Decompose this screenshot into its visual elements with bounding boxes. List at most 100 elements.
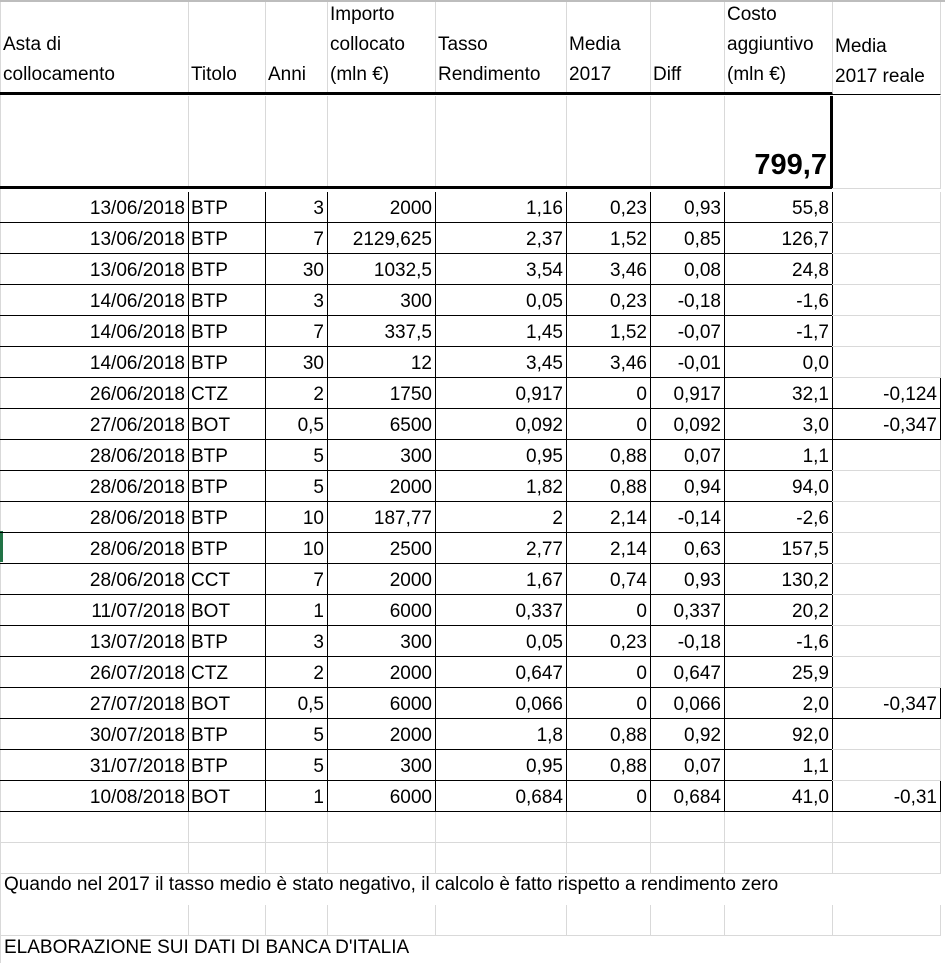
cell-titolo[interactable]: CCT [188,564,266,595]
empty-cell[interactable] [265,905,328,936]
cell-tasso[interactable]: 0,95 [435,750,567,781]
cell-costo[interactable]: 92,0 [724,719,833,750]
cell-media-2017[interactable]: 0 [566,378,651,409]
cell-diff[interactable]: 0,337 [650,595,725,626]
cell-asta[interactable]: 30/07/2018 [0,719,189,750]
cell-asta[interactable]: 28/06/2018 [0,533,189,564]
cell-anni[interactable]: 7 [265,564,328,595]
cell-tasso[interactable]: 0,647 [435,657,567,688]
empty-cell[interactable] [327,96,436,189]
cell-costo[interactable]: 20,2 [724,595,833,626]
empty-cell[interactable] [724,905,833,936]
cell-titolo[interactable]: BTP [188,719,266,750]
cell-costo[interactable]: 157,5 [724,533,833,564]
cell-importo[interactable]: 6000 [327,688,436,719]
cell-media-2017[interactable]: 0,88 [566,750,651,781]
cell-diff[interactable]: 0,647 [650,657,725,688]
cell-asta[interactable]: 14/06/2018 [0,316,189,347]
cell-media-2017[interactable]: 1,52 [566,316,651,347]
cell-diff[interactable]: -0,14 [650,502,725,533]
cell-importo[interactable]: 2000 [327,564,436,595]
cell-tasso[interactable]: 2,37 [435,223,567,254]
cell-media-2017[interactable]: 0 [566,688,651,719]
empty-cell[interactable] [650,96,725,189]
cell-costo[interactable]: 94,0 [724,471,833,502]
cell-media-2017[interactable]: 1,52 [566,223,651,254]
empty-cell[interactable] [188,843,266,874]
cell-asta[interactable]: 14/06/2018 [0,347,189,378]
cell-tasso[interactable]: 0,05 [435,626,567,657]
cell-media-reale[interactable] [832,595,941,626]
cell-titolo[interactable]: BTP [188,502,266,533]
cell-media-reale[interactable] [832,533,941,564]
empty-cell[interactable] [188,812,266,843]
cell-media-reale[interactable] [832,657,941,688]
cell-anni[interactable]: 7 [265,316,328,347]
cell-costo[interactable]: -1,7 [724,316,833,347]
cell-tasso[interactable]: 1,8 [435,719,567,750]
cell-media-2017[interactable]: 0,23 [566,285,651,316]
cell-media-reale[interactable]: -0,124 [832,378,941,409]
cell-titolo[interactable]: BTP [188,626,266,657]
cell-asta[interactable]: 10/08/2018 [0,781,189,812]
cell-importo[interactable]: 2000 [327,471,436,502]
header-diff[interactable]: Diff [650,2,725,95]
empty-cell[interactable] [566,812,651,843]
cell-media-2017[interactable]: 0,88 [566,471,651,502]
cell-asta[interactable]: 13/06/2018 [0,192,189,223]
cell-diff[interactable]: -0,18 [650,626,725,657]
cell-titolo[interactable]: BTP [188,533,266,564]
cell-anni[interactable]: 30 [265,254,328,285]
cell-costo[interactable]: 0,0 [724,347,833,378]
cell-media-2017[interactable]: 0,23 [566,626,651,657]
cell-diff[interactable]: 0,08 [650,254,725,285]
cell-asta[interactable]: 27/06/2018 [0,409,189,440]
empty-cell[interactable] [435,905,567,936]
cell-titolo[interactable]: BTP [188,347,266,378]
cell-asta[interactable]: 28/06/2018 [0,502,189,533]
cell-media-2017[interactable]: 0,74 [566,564,651,595]
empty-cell[interactable] [327,905,436,936]
cell-titolo[interactable]: BTP [188,285,266,316]
cell-anni[interactable]: 5 [265,471,328,502]
cell-diff[interactable]: -0,18 [650,285,725,316]
cell-diff[interactable]: 0,63 [650,533,725,564]
empty-cell[interactable] [566,96,651,189]
cell-titolo[interactable]: BTP [188,192,266,223]
note-negative-rate[interactable]: Quando nel 2017 il tasso medio è stato n… [4,874,779,895]
cell-importo[interactable]: 2500 [327,533,436,564]
cell-costo[interactable]: 1,1 [724,440,833,471]
empty-cell[interactable] [188,96,266,189]
cell-tasso[interactable]: 0,684 [435,781,567,812]
cell-titolo[interactable]: BTP [188,440,266,471]
empty-cell[interactable] [435,812,567,843]
cell-anni[interactable]: 30 [265,347,328,378]
cell-tasso[interactable]: 1,67 [435,564,567,595]
cell-importo[interactable]: 300 [327,285,436,316]
cell-diff[interactable]: 0,066 [650,688,725,719]
cell-costo[interactable]: 3,0 [724,409,833,440]
cell-tasso[interactable]: 2 [435,502,567,533]
cell-asta[interactable]: 11/07/2018 [0,595,189,626]
empty-cell[interactable] [265,843,328,874]
cell-importo[interactable]: 12 [327,347,436,378]
cell-anni[interactable]: 1 [265,781,328,812]
cell-diff[interactable]: 0,93 [650,564,725,595]
cell-media-2017[interactable]: 0 [566,657,651,688]
cell-costo[interactable]: -2,6 [724,502,833,533]
cell-anni[interactable]: 3 [265,192,328,223]
cell-asta[interactable]: 13/07/2018 [0,626,189,657]
empty-cell[interactable] [0,96,189,189]
cell-media-reale[interactable] [832,440,941,471]
empty-cell[interactable] [435,96,567,189]
empty-cell[interactable] [327,812,436,843]
cell-asta[interactable]: 13/06/2018 [0,223,189,254]
cell-media-2017[interactable]: 2,14 [566,502,651,533]
cell-tasso[interactable]: 3,45 [435,347,567,378]
total-cost-cell[interactable]: 799,7 [724,96,833,189]
cell-media-2017[interactable]: 0,23 [566,192,651,223]
cell-diff[interactable]: 0,07 [650,750,725,781]
cell-media-reale[interactable]: -0,31 [832,781,941,812]
cell-titolo[interactable]: BTP [188,223,266,254]
cell-tasso[interactable]: 0,95 [435,440,567,471]
